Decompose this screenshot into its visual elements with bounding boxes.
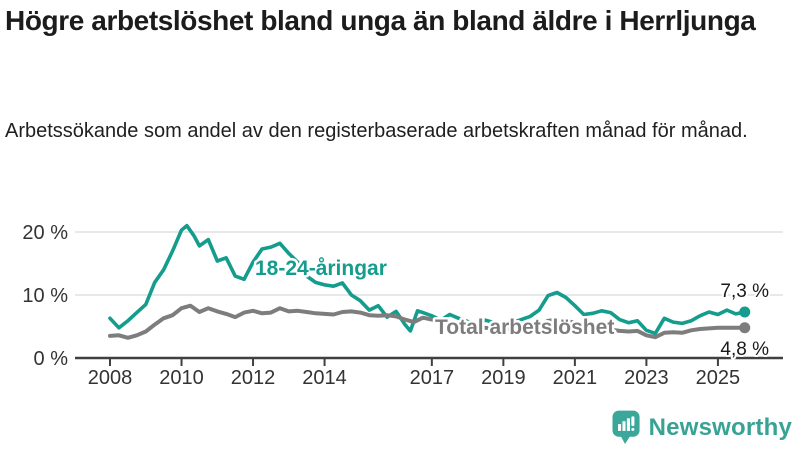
x-axis-tick-label: 2008	[88, 367, 133, 389]
x-axis-tick-label: 2012	[231, 367, 276, 389]
x-axis-tick-label: 2014	[302, 367, 347, 389]
newsworthy-logo-text: Newsworthy	[648, 414, 792, 441]
y-axis-tick-label: 20 %	[22, 222, 68, 244]
x-axis-tick-label: 2010	[159, 367, 204, 389]
x-axis-tick-label: 2017	[410, 367, 455, 389]
newsworthy-logo: Newsworthy	[612, 409, 792, 447]
end-value-label-young: 7,3 %	[720, 281, 769, 302]
series-line-young	[108, 223, 747, 336]
chart-title: Högre arbetslöshet bland unga än bland ä…	[5, 5, 756, 36]
series-label-young: 18-24-åringar	[255, 257, 387, 280]
y-axis-tick-label: 10 %	[22, 285, 68, 307]
x-axis-tick-label: 2023	[624, 367, 669, 389]
series-endpoint-dot-young	[739, 306, 751, 318]
series-endpoint-dot-total	[739, 322, 751, 334]
newsworthy-bubble-chart-icon	[612, 410, 640, 444]
chart-subtitle: Arbetssökande som andel av den registerb…	[5, 120, 748, 142]
series-label-total: Total arbetslöshet	[435, 316, 614, 339]
x-axis-tick-label: 2021	[553, 367, 598, 389]
x-axis-tick-label: 2025	[696, 367, 741, 389]
series-line-total	[108, 303, 747, 340]
end-value-label-total: 4,8 %	[720, 339, 769, 360]
y-axis-tick-label: 0 %	[34, 348, 69, 370]
x-axis-tick-label: 2019	[481, 367, 526, 389]
